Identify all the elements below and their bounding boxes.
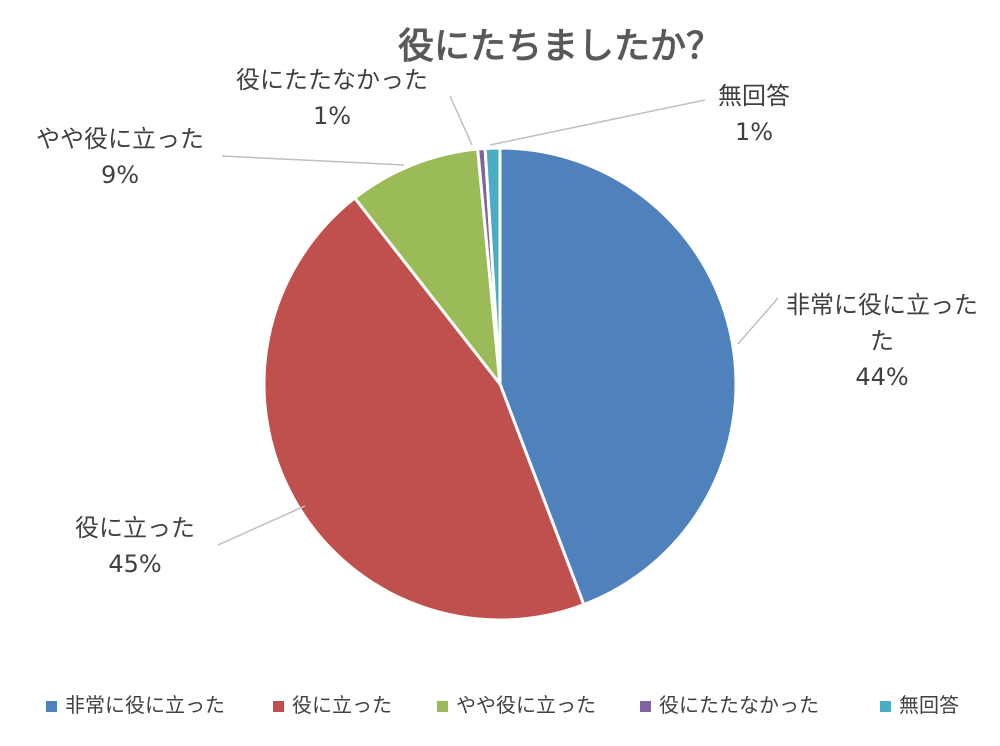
pie-slice-2 <box>262 196 586 622</box>
slice-label-1: 非常に役に立ったた 44% <box>786 291 978 391</box>
leader-line-3 <box>221 155 405 166</box>
slice-value-1: 44% <box>855 363 908 391</box>
legend-swatch-2 <box>273 701 284 712</box>
slice-label-3: やや役に立った 9% <box>36 125 204 189</box>
legend-label-2: 役に立った <box>292 693 392 717</box>
leader-lines <box>217 95 779 546</box>
pie-slice-1 <box>498 146 738 607</box>
legend-label-3: やや役に立った <box>456 693 596 717</box>
chart-title: 役にたちましたか？ <box>398 26 722 67</box>
leader-line-1 <box>737 297 779 345</box>
slice-label-2: 役に立った 45% <box>75 514 195 578</box>
legend-label-1: 非常に役に立った <box>65 693 225 717</box>
legend: 非常に役に立った 役に立った やや役に立った 役にたたなかった 無回答 <box>46 693 959 717</box>
slice-label-5: 無回答 1% <box>718 82 790 146</box>
leader-line-5 <box>489 99 706 146</box>
leader-line-2 <box>217 505 306 546</box>
slice-value-5: 1% <box>735 118 773 146</box>
slice-value-4: 1% <box>313 102 351 130</box>
slice-labels: 非常に役に立ったた 44% 役に立った 45% やや役に立った 9% 役にたたなかった 1% 無… <box>36 66 978 578</box>
legend-swatch-1 <box>46 701 57 712</box>
pie-slices <box>262 146 738 622</box>
legend-swatch-3 <box>437 701 448 712</box>
pie-slice-3 <box>353 147 502 386</box>
pie-slice-5 <box>483 146 502 386</box>
legend-label-5: 無回答 <box>899 693 959 717</box>
legend-swatch-5 <box>880 701 891 712</box>
slice-value-2: 45% <box>108 550 161 578</box>
leader-line-4 <box>449 95 473 146</box>
slice-label-4: 役にたたなかった 1% <box>236 66 428 130</box>
legend-label-4: 役にたたなかった <box>659 693 819 717</box>
legend-swatch-4 <box>640 701 651 712</box>
slice-value-3: 9% <box>101 161 139 189</box>
